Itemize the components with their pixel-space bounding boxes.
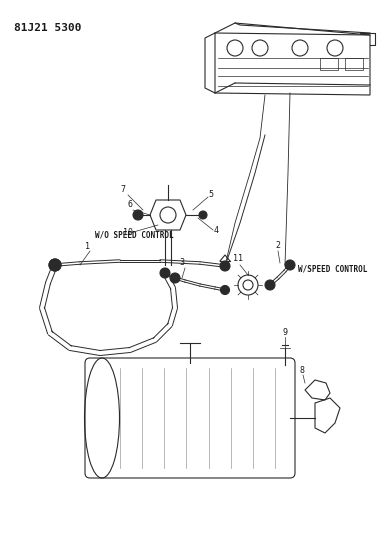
Text: W/O SPEED CONTROL: W/O SPEED CONTROL	[95, 231, 173, 240]
Text: 3: 3	[180, 258, 185, 267]
Text: 4: 4	[213, 226, 218, 235]
Text: 8: 8	[300, 366, 305, 375]
Text: 2: 2	[275, 241, 281, 250]
Text: 11: 11	[233, 254, 243, 263]
Text: 6: 6	[128, 200, 132, 209]
Circle shape	[49, 259, 61, 271]
Circle shape	[133, 210, 143, 220]
Text: 81J21 5300: 81J21 5300	[14, 23, 81, 33]
Circle shape	[285, 260, 295, 270]
Text: 1: 1	[85, 242, 90, 251]
Text: 10: 10	[123, 228, 133, 237]
Text: 9: 9	[282, 328, 288, 337]
Circle shape	[265, 280, 275, 290]
Circle shape	[220, 286, 229, 295]
Circle shape	[170, 273, 180, 283]
Text: 7: 7	[121, 185, 125, 194]
Text: W/SPEED CONTROL: W/SPEED CONTROL	[298, 264, 367, 273]
Circle shape	[199, 211, 207, 219]
Circle shape	[220, 261, 230, 271]
Circle shape	[160, 268, 170, 278]
Text: 5: 5	[208, 190, 213, 199]
Circle shape	[49, 259, 61, 271]
